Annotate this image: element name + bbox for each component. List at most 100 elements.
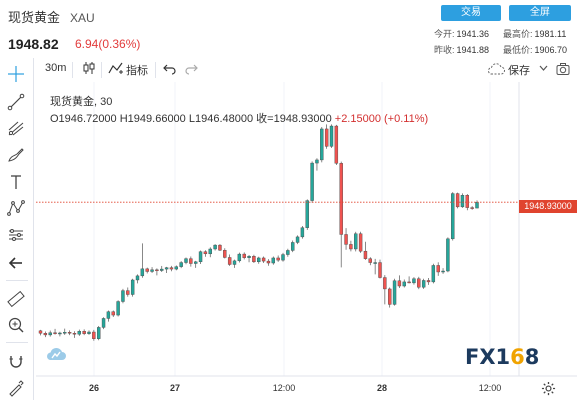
save-button[interactable]: 保存 — [508, 65, 530, 77]
crosshair-icon[interactable] — [6, 64, 26, 84]
candle-body — [53, 332, 57, 334]
camera-icon[interactable] — [556, 62, 570, 81]
legend-open: O1946.72000 — [50, 113, 117, 125]
redo-icon[interactable] — [184, 61, 198, 78]
candle-body — [397, 280, 402, 287]
drawing-toolbar — [0, 58, 34, 400]
lock-drawing-icon[interactable] — [6, 378, 26, 398]
candle-body — [126, 290, 130, 295]
candle-body — [426, 280, 431, 283]
candle-body — [417, 278, 421, 288]
legend-low: L1946.48000 — [188, 113, 254, 125]
cloud-logo-icon[interactable] — [44, 346, 68, 367]
stat-prev-close: 昨收: 1941.88 — [434, 45, 490, 55]
magnet-icon[interactable] — [6, 352, 26, 372]
instrument-symbol: XAU — [70, 11, 95, 25]
candle-body — [145, 268, 149, 272]
candle-body — [383, 277, 387, 290]
fullscreen-button[interactable]: 全屏 — [509, 5, 571, 21]
candle-body — [92, 331, 96, 339]
candle-body — [334, 125, 339, 164]
candle-body — [218, 244, 222, 251]
candle-body — [446, 238, 450, 272]
instrument-title: 现货黄金 XAU — [8, 7, 95, 26]
candle-body — [189, 258, 193, 264]
candle-body — [460, 195, 465, 208]
brush-icon[interactable] — [6, 145, 26, 165]
cloud-save-icon[interactable] — [486, 62, 506, 81]
candle-body — [77, 331, 81, 335]
prediction-icon[interactable] — [6, 225, 26, 245]
candle-body — [116, 301, 120, 316]
candle-body — [43, 333, 48, 336]
undo-icon[interactable] — [163, 61, 177, 78]
candle-body — [160, 268, 164, 271]
indicators-button[interactable]: 指标 — [126, 65, 148, 77]
candle-body — [363, 250, 368, 259]
back-arrow-icon[interactable] — [6, 253, 26, 273]
candle-body — [198, 251, 203, 263]
trade-button[interactable]: 交易 — [441, 5, 501, 21]
candle-body — [169, 267, 174, 270]
candle-body — [38, 330, 43, 334]
candle-body — [290, 242, 295, 251]
candle-body — [97, 327, 101, 339]
candle-body — [130, 279, 135, 295]
candle-body — [63, 332, 67, 334]
candle-body — [465, 195, 469, 208]
pattern-icon[interactable] — [6, 198, 26, 218]
candle-body — [174, 266, 179, 270]
candle-body — [436, 265, 440, 273]
current-price: 1948.82 — [8, 36, 59, 52]
candle-body — [155, 269, 159, 272]
candle-body — [349, 244, 353, 250]
candle-body — [368, 258, 372, 263]
candle-body — [58, 332, 62, 335]
candle-body — [203, 251, 208, 255]
indicators-icon[interactable] — [108, 61, 124, 78]
candle-body — [281, 254, 285, 261]
stat-high: 最高价: 1981.11 — [503, 29, 567, 39]
candle-body — [329, 125, 334, 147]
candle-body — [261, 257, 266, 262]
candle-body — [184, 258, 188, 263]
gear-icon[interactable] — [541, 381, 556, 400]
candle-body — [295, 236, 300, 243]
pitchfork-icon[interactable] — [6, 118, 26, 138]
candle-body — [451, 193, 455, 240]
candle-body — [441, 270, 445, 273]
candle-body — [412, 278, 416, 284]
candle-type-icon[interactable] — [83, 61, 95, 78]
candle-body — [208, 248, 212, 255]
candle-body — [242, 253, 246, 258]
candle-body — [402, 281, 406, 287]
candle-body — [407, 281, 411, 284]
legend-close: 收=1948.93000 — [256, 113, 332, 125]
candle-body — [358, 233, 363, 252]
stat-open: 今开: 1941.36 — [434, 29, 490, 39]
candle-body — [266, 260, 271, 264]
chart-legend-title: 现货黄金, 30 — [50, 96, 113, 108]
candle-body — [470, 207, 474, 209]
text-tool-icon[interactable] — [6, 172, 26, 192]
candle-body — [378, 262, 382, 278]
ruler-icon[interactable] — [6, 289, 26, 309]
zoom-in-icon[interactable] — [6, 315, 26, 335]
chevron-down-icon[interactable] — [539, 64, 548, 74]
sidebar-divider — [6, 342, 28, 343]
candle-body — [223, 250, 227, 258]
interval-selector[interactable]: 30m — [45, 62, 67, 74]
legend-high: H1949.66000 — [119, 113, 186, 125]
candle-body — [354, 233, 358, 250]
candle-body — [276, 257, 280, 261]
candle-body — [135, 275, 140, 281]
candle-body — [339, 163, 343, 235]
candle-body — [101, 318, 106, 328]
trend-line-icon[interactable] — [6, 92, 26, 112]
x-axis-label: 26 — [88, 383, 100, 393]
candle-body — [67, 332, 72, 334]
candle-body — [164, 267, 169, 270]
candlestick-chart[interactable] — [36, 82, 577, 400]
price-change: 6.94(0.36%) — [75, 37, 141, 51]
candle-body — [300, 227, 305, 238]
